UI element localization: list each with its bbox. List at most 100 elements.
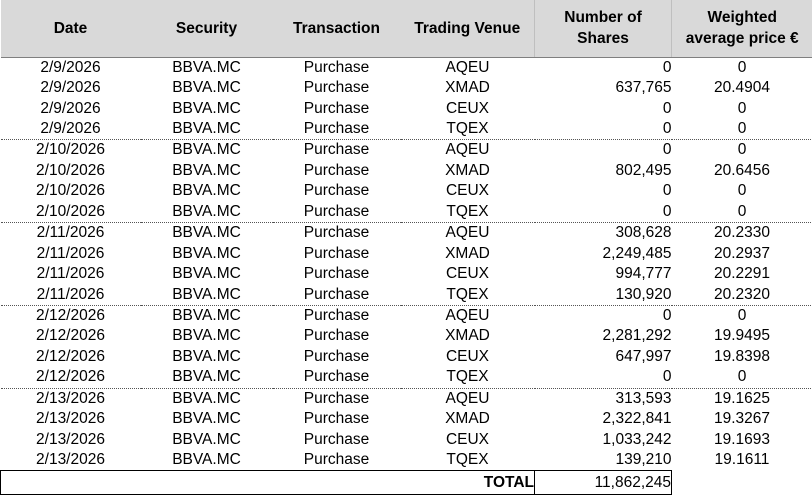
cell-transaction: Purchase — [303, 79, 370, 97]
cell-security: BBVA.MC — [172, 120, 241, 138]
cell-transaction: Purchase — [303, 58, 370, 76]
cell-trading-venue: CEUX — [445, 99, 490, 117]
cell-trading-venue: TQEX — [446, 285, 489, 303]
header-trading-venue: Trading Venue — [400, 0, 535, 58]
cell-weighted-average-price: 19.3267 — [713, 410, 771, 428]
cell-weighted-average-price: 20.6456 — [713, 161, 771, 179]
table-body: 2/9/2026 BBVA.MC Purchase AQEU 0 0 2/9/2026 BBV… — [0, 57, 812, 496]
cell-trading-venue: CEUX — [445, 347, 490, 365]
header-shares-line2: Shares — [577, 30, 629, 48]
cell-date: 2/13/2026 — [0, 387, 141, 409]
cell-transaction: Purchase — [303, 368, 370, 386]
cell-weighted-average-price: 19.9495 — [713, 327, 771, 345]
table-row: 2/10/2026 BBVA.MC Purchase XMAD 802,495 20.64… — [1, 160, 812, 181]
header-number-of-shares: Number of Shares — [534, 0, 672, 58]
cell-trading-venue: XMAD — [445, 410, 490, 428]
cell-transaction: Purchase — [303, 410, 370, 428]
cell-transaction: Purchase — [303, 244, 370, 262]
cell-weighted-average-price: 0 — [737, 182, 747, 200]
cell-date: 2/10/2026 — [0, 139, 141, 161]
table-row: 2/11/2026 BBVA.MC Purchase CEUX 994,777 20.22… — [1, 264, 812, 285]
cell-number-of-shares: 1,033,242 — [602, 430, 672, 448]
cell-weighted-average-price: 20.2291 — [713, 265, 771, 283]
cell-number-of-shares: 308,628 — [534, 222, 672, 244]
cell-number-of-shares: 0 — [534, 304, 672, 326]
cell-transaction: Purchase — [272, 387, 401, 409]
cell-security: BBVA.MC — [172, 285, 241, 303]
cell-security: BBVA.MC — [172, 58, 241, 76]
cell-weighted-average-price: 20.2937 — [713, 244, 771, 262]
table-row: 2/13/2026 BBVA.MC Purchase AQEU 313,593 19.16… — [0, 387, 812, 409]
header-price-line2: average price € — [685, 30, 799, 48]
cell-trading-venue: CEUX — [445, 182, 490, 200]
cell-number-of-shares: 0 — [534, 139, 672, 161]
cell-security: BBVA.MC — [172, 265, 241, 283]
header-security: Security — [140, 0, 273, 58]
cell-trading-venue: CEUX — [445, 430, 490, 448]
cell-transaction: Purchase — [303, 99, 370, 117]
cell-number-of-shares: 647,997 — [615, 347, 672, 365]
table-row: 2/13/2026 BBVA.MC Purchase XMAD 2,322,841 19.… — [1, 409, 812, 430]
cell-security: BBVA.MC — [172, 202, 241, 220]
cell-security: BBVA.MC — [140, 304, 273, 326]
cell-trading-venue: AQEU — [445, 58, 490, 76]
cell-security: BBVA.MC — [172, 244, 241, 262]
cell-transaction: Purchase — [272, 139, 401, 161]
cell-weighted-average-price: 0 — [737, 120, 747, 138]
cell-transaction: Purchase — [303, 430, 370, 448]
cell-transaction: Purchase — [303, 202, 370, 220]
table-row: 2/9/2026 BBVA.MC Purchase AQEU 0 0 — [1, 57, 812, 78]
table-row: 2/11/2026 BBVA.MC Purchase XMAD 2,249,485 20.… — [1, 243, 812, 264]
table-row: 2/12/2026 BBVA.MC Purchase CEUX 647,997 19.83… — [1, 347, 812, 368]
cell-security: BBVA.MC — [140, 387, 273, 409]
cell-weighted-average-price: 19.8398 — [713, 347, 771, 365]
cell-weighted-average-price: 20.4904 — [713, 79, 771, 97]
table-row: 2/12/2026 BBVA.MC Purchase AQEU 0 0 — [0, 304, 812, 326]
header-transaction: Transaction — [272, 0, 401, 58]
cell-number-of-shares: 130,920 — [615, 285, 672, 303]
cell-date: 2/10/2026 — [36, 202, 105, 220]
cell-number-of-shares: 0 — [662, 58, 672, 76]
total-shares: 11,862,245 — [534, 470, 672, 496]
cell-date: 2/12/2026 — [36, 368, 105, 386]
header-date: Date — [0, 0, 141, 58]
cell-date: 2/9/2026 — [40, 79, 101, 97]
cell-transaction: Purchase — [303, 265, 370, 283]
cell-number-of-shares: 0 — [662, 202, 672, 220]
cell-trading-venue: AQEU — [400, 139, 535, 161]
total-spacer — [672, 471, 812, 495]
cell-date: 2/11/2026 — [36, 244, 105, 262]
cell-weighted-average-price: 19.1693 — [713, 430, 771, 448]
cell-number-of-shares: 139,210 — [615, 451, 672, 469]
cell-number-of-shares: 2,281,292 — [602, 327, 672, 345]
table-row: 2/10/2026 BBVA.MC Purchase TQEX 0 0 — [1, 202, 812, 223]
cell-date: 2/12/2026 — [36, 347, 105, 365]
cell-date: 2/9/2026 — [40, 120, 101, 138]
cell-date: 2/13/2026 — [36, 410, 105, 428]
cell-date: 2/11/2026 — [36, 265, 105, 283]
cell-trading-venue: XMAD — [445, 244, 490, 262]
cell-security: BBVA.MC — [172, 161, 241, 179]
cell-number-of-shares: 0 — [662, 368, 672, 386]
cell-weighted-average-price: 19.1611 — [714, 451, 770, 469]
cell-transaction: Purchase — [272, 222, 401, 244]
cell-transaction: Purchase — [303, 285, 370, 303]
cell-weighted-average-price: 0 — [671, 139, 812, 161]
cell-security: BBVA.MC — [172, 182, 241, 200]
cell-transaction: Purchase — [303, 327, 370, 345]
cell-date: 2/10/2026 — [36, 161, 105, 179]
cell-trading-venue: XMAD — [445, 161, 490, 179]
cell-security: BBVA.MC — [172, 347, 241, 365]
cell-date: 2/10/2026 — [36, 182, 105, 200]
cell-number-of-shares: 2,322,841 — [602, 410, 672, 428]
header-row: Date Security Transaction Trading Venue … — [0, 0, 812, 58]
table-row: 2/13/2026 BBVA.MC Purchase CEUX 1,033,242 19.… — [1, 429, 812, 450]
table-row: 2/12/2026 BBVA.MC Purchase TQEX 0 0 — [1, 367, 812, 388]
cell-trading-venue: AQEU — [400, 304, 535, 326]
cell-number-of-shares: 637,765 — [615, 79, 672, 97]
cell-weighted-average-price: 20.2330 — [671, 222, 812, 244]
total-label: TOTAL — [0, 470, 535, 496]
cell-date: 2/9/2026 — [40, 58, 101, 76]
cell-trading-venue: CEUX — [445, 265, 490, 283]
